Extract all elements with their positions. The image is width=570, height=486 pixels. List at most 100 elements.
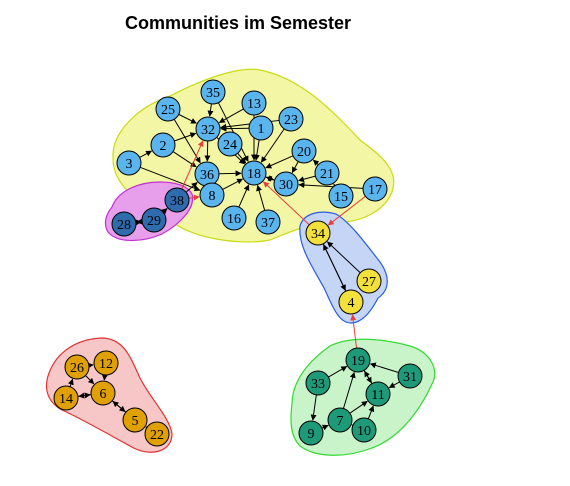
node-circle-5: [122, 407, 148, 433]
node-12: 12: [93, 350, 119, 376]
node-label-21: 21: [320, 167, 334, 182]
node-22: 22: [144, 421, 170, 447]
edge-14-26: [68, 378, 74, 387]
node-label-8: 8: [209, 189, 216, 204]
node-circle-18: [241, 160, 267, 186]
node-31: 31: [397, 363, 423, 389]
edge-1-32: [220, 125, 250, 132]
node-circle-3: [116, 150, 142, 176]
node-17: 17: [362, 176, 388, 202]
node-21: 21: [314, 160, 340, 186]
edge-34-18: [263, 181, 310, 226]
node-circle-25: [155, 96, 181, 122]
node-label-23: 23: [284, 113, 298, 128]
edge-35-32: [207, 103, 214, 117]
node-label-5: 5: [132, 414, 139, 429]
node-label-12: 12: [99, 357, 113, 372]
node-circle-12: [93, 350, 119, 376]
node-label-37: 37: [261, 216, 275, 231]
edge-19-11: [363, 370, 372, 384]
edge-23-18: [260, 128, 285, 163]
edge-25-32: [178, 113, 197, 124]
node-23: 23: [278, 106, 304, 132]
node-circle-32: [195, 116, 221, 142]
node-33: 33: [305, 370, 331, 396]
node-label-30: 30: [279, 178, 293, 193]
edge-21-20: [312, 159, 320, 166]
node-label-1: 1: [258, 122, 265, 137]
edge-2-32: [174, 132, 197, 142]
node-label-27: 27: [362, 275, 376, 290]
node-1: 1: [248, 115, 274, 141]
node-label-14: 14: [59, 392, 73, 407]
node-circle-27: [356, 268, 382, 294]
edge-29-38: [161, 208, 168, 215]
node-circle-38: [164, 187, 190, 213]
node-circle-34: [305, 220, 331, 246]
node-circle-10: [351, 417, 377, 443]
edge-31-11: [388, 381, 400, 389]
node-label-19: 19: [351, 354, 365, 369]
node-7: 7: [327, 407, 353, 433]
node-25: 25: [155, 96, 181, 122]
node-circle-13: [241, 90, 267, 116]
node-circle-24: [217, 131, 243, 157]
node-19: 19: [345, 347, 371, 373]
edge-3-8: [140, 166, 201, 192]
node-circle-26: [64, 354, 90, 380]
node-38: 38: [164, 187, 190, 213]
node-label-15: 15: [334, 190, 348, 205]
edge-10-11: [367, 405, 375, 419]
node-2: 2: [150, 132, 176, 158]
edge-38-36: [185, 182, 198, 193]
node-circle-2: [150, 132, 176, 158]
node-9: 9: [298, 420, 324, 446]
node-14: 14: [53, 385, 79, 411]
node-35: 35: [200, 79, 226, 105]
edge-13-32: [218, 108, 244, 124]
node-circle-6: [90, 380, 116, 406]
edge-19-4: [350, 314, 358, 349]
node-circle-23: [278, 106, 304, 132]
node-label-32: 32: [201, 123, 215, 138]
node-37: 37: [255, 209, 281, 235]
edge-9-7: [321, 424, 329, 431]
edge-29-28: [136, 218, 143, 225]
node-label-3: 3: [126, 157, 133, 172]
node-label-34: 34: [311, 227, 325, 242]
node-circle-7: [327, 407, 353, 433]
node-label-25: 25: [161, 103, 175, 118]
edge-26-6: [85, 375, 95, 385]
node-36: 36: [194, 161, 220, 187]
edge-8-18: [222, 178, 244, 190]
node-8: 8: [199, 182, 225, 208]
edge-17-34: [327, 195, 366, 226]
node-circle-21: [314, 160, 340, 186]
node-circle-15: [328, 183, 354, 209]
edge-18-30: [265, 175, 275, 181]
node-label-18: 18: [247, 167, 261, 182]
edge-38-8: [188, 194, 200, 201]
chart-title: Communities im Semester: [124, 13, 352, 33]
node-circle-14: [53, 385, 79, 411]
edge-7-19: [342, 371, 356, 409]
node-11: 11: [365, 381, 391, 407]
node-label-38: 38: [170, 194, 184, 209]
node-32: 32: [195, 116, 221, 142]
node-circle-33: [305, 370, 331, 396]
node-15: 15: [328, 183, 354, 209]
edge-12-6: [101, 374, 108, 381]
node-label-22: 22: [150, 428, 164, 443]
node-6: 6: [90, 380, 116, 406]
node-4: 4: [338, 289, 364, 315]
node-circle-16: [221, 205, 247, 231]
edge-4-34: [323, 244, 347, 292]
node-label-33: 33: [311, 377, 325, 392]
node-label-2: 2: [160, 139, 167, 154]
node-circle-22: [144, 421, 170, 447]
node-label-20: 20: [297, 145, 311, 160]
edge-7-11: [349, 400, 368, 414]
node-circle-17: [362, 176, 388, 202]
edge-17-30: [298, 182, 364, 189]
node-label-4: 4: [348, 296, 355, 311]
